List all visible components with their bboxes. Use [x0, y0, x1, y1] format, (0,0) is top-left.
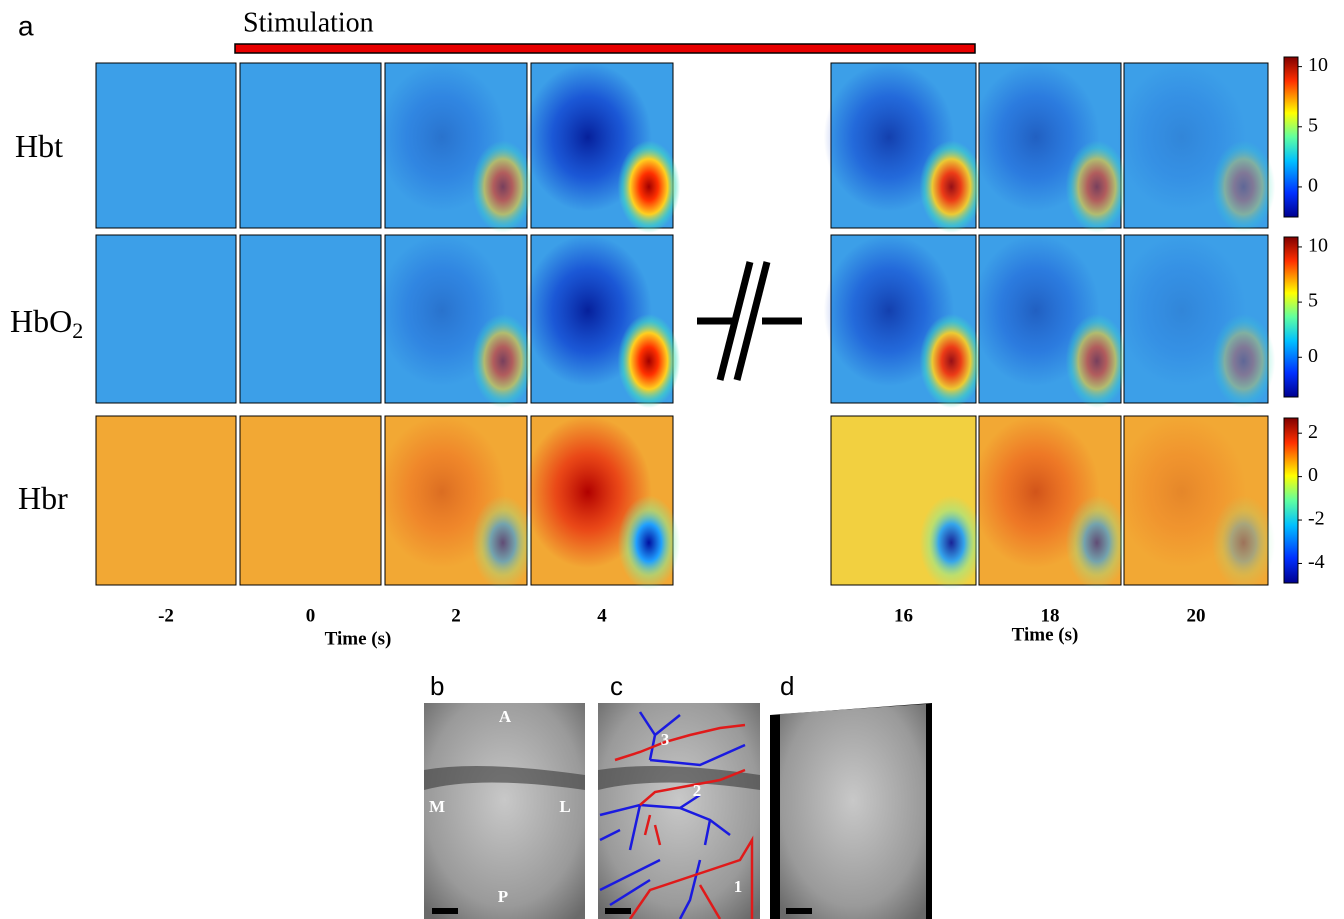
image-marker: A	[499, 707, 512, 726]
heatmap-panel	[524, 63, 680, 233]
panel-label: d	[780, 671, 794, 701]
spot	[618, 495, 680, 590]
heatmap-panel	[524, 416, 680, 590]
heatmap-panel	[233, 416, 388, 590]
colorbar-tick-label: -2	[1308, 508, 1325, 530]
image-marker: 1	[734, 877, 743, 896]
time-label: 20	[1187, 605, 1206, 626]
heatmap-panel	[824, 63, 983, 233]
image-marker: M	[429, 797, 445, 816]
heatmap-panel	[972, 63, 1128, 233]
heatmap-panel	[524, 235, 680, 408]
image-marker: 3	[661, 730, 670, 749]
spot	[618, 141, 680, 233]
row-label-text: Hbt	[15, 128, 63, 164]
row-label: Hbt	[15, 128, 63, 164]
time-label: 16	[894, 605, 913, 626]
heatmap-panel	[378, 235, 534, 408]
time-label: 18	[1041, 605, 1060, 626]
colorbar-tick-label: 0	[1308, 175, 1318, 197]
image-marker: L	[559, 797, 570, 816]
panel-label: a	[18, 10, 34, 41]
row-label-text: HbO	[10, 303, 72, 339]
heatmap-panel	[89, 416, 243, 590]
colorbar-tick-label: 0	[1308, 464, 1318, 486]
heatmap-panel	[972, 416, 1128, 590]
colorbar-tick-label: 10	[1308, 235, 1328, 257]
heatmap-panel	[378, 416, 534, 590]
row-label-text: Hbr	[18, 480, 68, 516]
colorbar-tick-label: -4	[1308, 551, 1325, 573]
time-label: -2	[158, 605, 174, 626]
spot	[472, 495, 534, 590]
heatmap-panel	[233, 235, 388, 408]
heatmap-panel	[89, 235, 243, 408]
image-grid	[89, 63, 1275, 590]
heatmap-panel	[824, 235, 983, 408]
image-d	[780, 704, 926, 919]
stimulation-label: Stimulation	[243, 7, 374, 38]
image-marker: P	[498, 887, 508, 906]
time-label: 4	[597, 605, 607, 626]
time-label: 2	[451, 605, 461, 626]
heatmap-panel	[378, 63, 534, 233]
row-label: Hbr	[18, 480, 68, 516]
heatmap-panel	[1117, 235, 1275, 408]
break-mark	[697, 262, 802, 380]
figure: a Stimulation HbtHbO2Hbr1050105020-2-4-2…	[0, 0, 1344, 919]
heatmap-panel	[89, 63, 243, 233]
heatmap-panel	[972, 235, 1128, 408]
image-marker: 2	[693, 781, 702, 800]
spot	[472, 314, 534, 408]
spot	[472, 141, 534, 233]
row-label: HbO2	[10, 303, 83, 343]
spot	[1212, 495, 1275, 590]
colorbar-tick-label: 2	[1308, 421, 1318, 443]
time-label: 0	[306, 605, 316, 626]
colorbar-tick-label: 5	[1308, 290, 1318, 312]
time-axis-label: Time (s)	[325, 628, 392, 649]
panel-label: c	[610, 671, 623, 701]
colorbar	[1284, 418, 1298, 583]
heatmap-panel	[824, 416, 983, 590]
spot	[618, 314, 680, 408]
spot	[1212, 314, 1275, 408]
colorbar-tick-label: 5	[1308, 114, 1318, 136]
panel-label: b	[430, 671, 444, 701]
row-label-subscript: 2	[72, 318, 83, 343]
stimulation-bar	[235, 44, 975, 53]
heatmap-panel	[1117, 416, 1275, 590]
colorbar-tick-label: 10	[1308, 54, 1328, 76]
heatmap-panel	[233, 63, 388, 233]
heatmap-panel	[1117, 63, 1275, 233]
colorbar-tick-label: 0	[1308, 345, 1318, 367]
time-axis-label: Time (s)	[1012, 624, 1079, 645]
spot	[1212, 141, 1275, 233]
colorbar	[1284, 237, 1298, 397]
colorbar	[1284, 57, 1298, 217]
